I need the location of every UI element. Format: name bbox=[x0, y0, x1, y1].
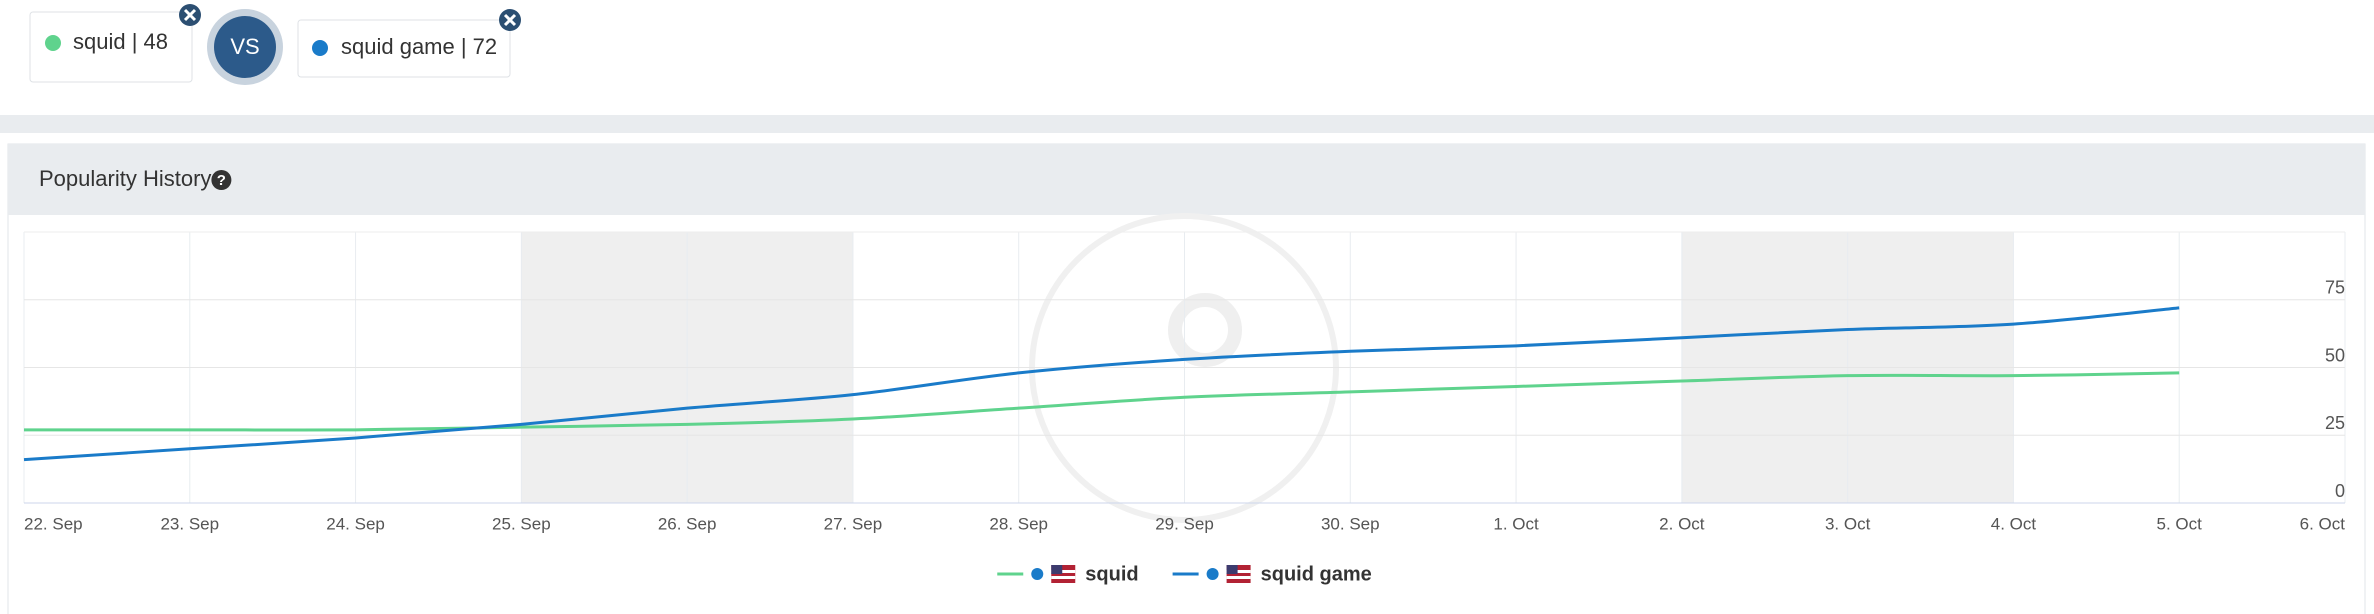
help-icon[interactable] bbox=[211, 170, 232, 190]
keyword-chip[interactable] bbox=[297, 19, 511, 78]
divider bbox=[0, 115, 2374, 133]
x-tick-label: 1. Oct bbox=[1493, 514, 1539, 533]
platform-icon bbox=[1206, 568, 1219, 580]
series-line bbox=[23, 306, 2180, 462]
flag-canton bbox=[1051, 565, 1063, 574]
vs-badge bbox=[214, 16, 276, 78]
remove-icon bbox=[503, 13, 517, 27]
keyword-dot bbox=[312, 40, 328, 56]
x-tick-label: 2. Oct bbox=[1659, 514, 1705, 533]
x-tick-label: 5. Oct bbox=[2157, 514, 2203, 533]
x-tick-label: 22. Sep bbox=[24, 514, 83, 533]
flag-stripe bbox=[1051, 576, 1076, 579]
keyword-chip[interactable] bbox=[29, 11, 193, 83]
panel-header bbox=[8, 144, 2365, 215]
flag-stripe bbox=[1051, 570, 1076, 573]
plot: 22. Sep 23. Sep 24. Sep 25. Sep 26. Sep 27. S… bbox=[23, 213, 2346, 585]
y-tick-label: 25 bbox=[2325, 413, 2345, 433]
platform-icon bbox=[1031, 568, 1044, 580]
y-tick-label: 50 bbox=[2325, 345, 2345, 365]
x-tick-label: 28. Sep bbox=[989, 514, 1048, 533]
x-tick-label: 30. Sep bbox=[1321, 514, 1380, 533]
flag-stripe bbox=[1226, 576, 1251, 579]
x-tick-label: 4. Oct bbox=[1991, 514, 2037, 533]
x-tick-label: 27. Sep bbox=[824, 514, 883, 533]
flag-stripe bbox=[1226, 570, 1251, 573]
remove-icon bbox=[183, 8, 197, 22]
x-tick-label: 3. Oct bbox=[1825, 514, 1871, 533]
y-tick-label: 75 bbox=[2325, 278, 2345, 298]
legend: squid squid game bbox=[997, 563, 1372, 585]
help-glyph: ? bbox=[217, 172, 226, 189]
legend-label: squid game bbox=[1261, 563, 1372, 585]
keyword-label: squid | 48 bbox=[73, 29, 168, 54]
x-tick-label: 26. Sep bbox=[658, 514, 717, 533]
flag-canton bbox=[1226, 565, 1238, 574]
keyword-dot bbox=[45, 35, 61, 51]
panel-title: Popularity History bbox=[39, 166, 211, 191]
legend-label: squid bbox=[1085, 563, 1138, 585]
keyword-label: squid game | 72 bbox=[341, 34, 497, 59]
x-tick-label: 6. Oct bbox=[2300, 514, 2346, 533]
vs-label: VS bbox=[230, 34, 259, 59]
series-line bbox=[23, 371, 2180, 432]
x-tick-label: 24. Sep bbox=[326, 514, 385, 533]
y-tick-label: 0 bbox=[2335, 481, 2345, 501]
x-tick-label: 23. Sep bbox=[160, 514, 219, 533]
x-tick-label: 25. Sep bbox=[492, 514, 551, 533]
x-tick-label: 29. Sep bbox=[1155, 514, 1214, 533]
